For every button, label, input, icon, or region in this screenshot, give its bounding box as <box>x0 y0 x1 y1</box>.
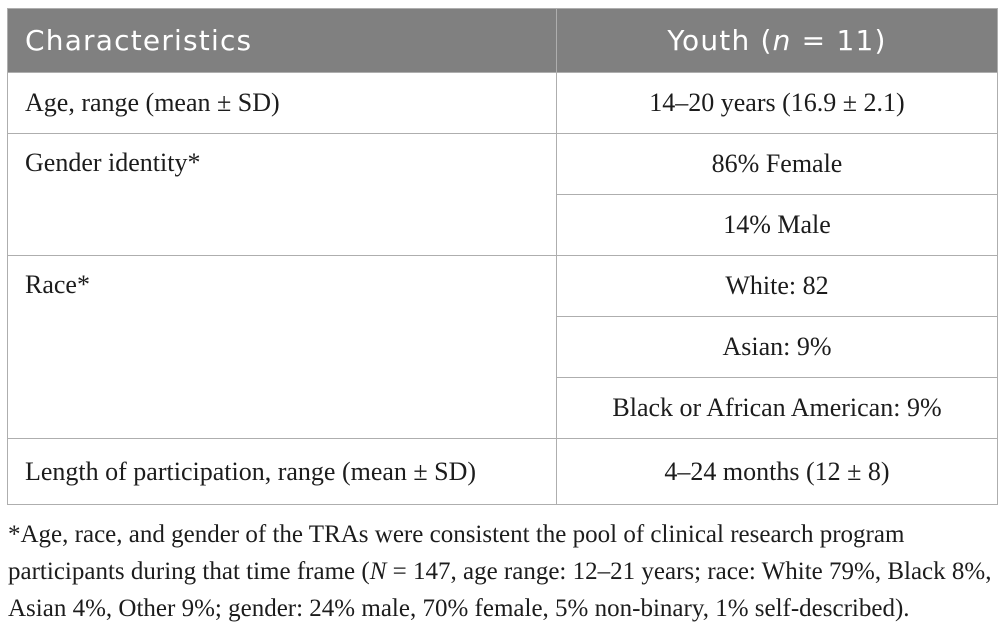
table-row: Black or African American: 9% <box>8 377 998 439</box>
row-age-value: 14–20 years (16.9 ± 2.1) <box>556 72 998 134</box>
row-gender-value-female: 86% Female <box>556 133 998 195</box>
row-race-label: Race* <box>7 255 557 439</box>
table-row: Length of participation, range (mean ± S… <box>7 438 998 505</box>
row-race-value-asian: Asian: 9% <box>556 316 998 378</box>
row-participation-label: Length of participation, range (mean ± S… <box>7 438 557 505</box>
row-race-value-black: Black or African American: 9% <box>556 377 998 439</box>
table-row: Race* White: 82 <box>7 255 998 439</box>
header-youth-suffix: = 11) <box>791 24 887 57</box>
table-row: Asian: 9% <box>8 316 998 378</box>
table-row: Gender identity* 86% Female <box>7 133 998 256</box>
row-age-label: Age, range (mean ± SD) <box>7 72 557 134</box>
participant-characteristics-table: Characteristics Youth (n = 11) Age, rang… <box>7 8 998 505</box>
header-youth-prefix: Youth ( <box>667 24 773 57</box>
row-participation-value: 4–24 months (12 ± 8) <box>556 438 998 505</box>
header-cell-youth: Youth (n = 11) <box>556 8 998 73</box>
footnote-text-before: *Age, race, and gender of the TRAs were … <box>8 521 905 585</box>
row-race-value-white: White: 82 <box>556 255 998 317</box>
header-youth-n-italic: n <box>772 24 792 57</box>
footnote-text-after: = 147, age range: 12–21 years; race: Whi… <box>8 558 992 622</box>
footnote-italic-N: N <box>369 558 387 585</box>
row-gender-value-male: 14% Male <box>556 194 998 256</box>
header-characteristics-label: Characteristics <box>25 24 253 57</box>
table-row: Age, range (mean ± SD) 14–20 years (16.9… <box>7 72 998 134</box>
table-header-row: Characteristics Youth (n = 11) <box>7 8 998 73</box>
header-cell-characteristics: Characteristics <box>7 8 557 73</box>
row-gender-label: Gender identity* <box>7 133 557 256</box>
table-footnote: *Age, race, and gender of the TRAs were … <box>8 516 1000 627</box>
table-row: 14% Male <box>8 194 998 256</box>
